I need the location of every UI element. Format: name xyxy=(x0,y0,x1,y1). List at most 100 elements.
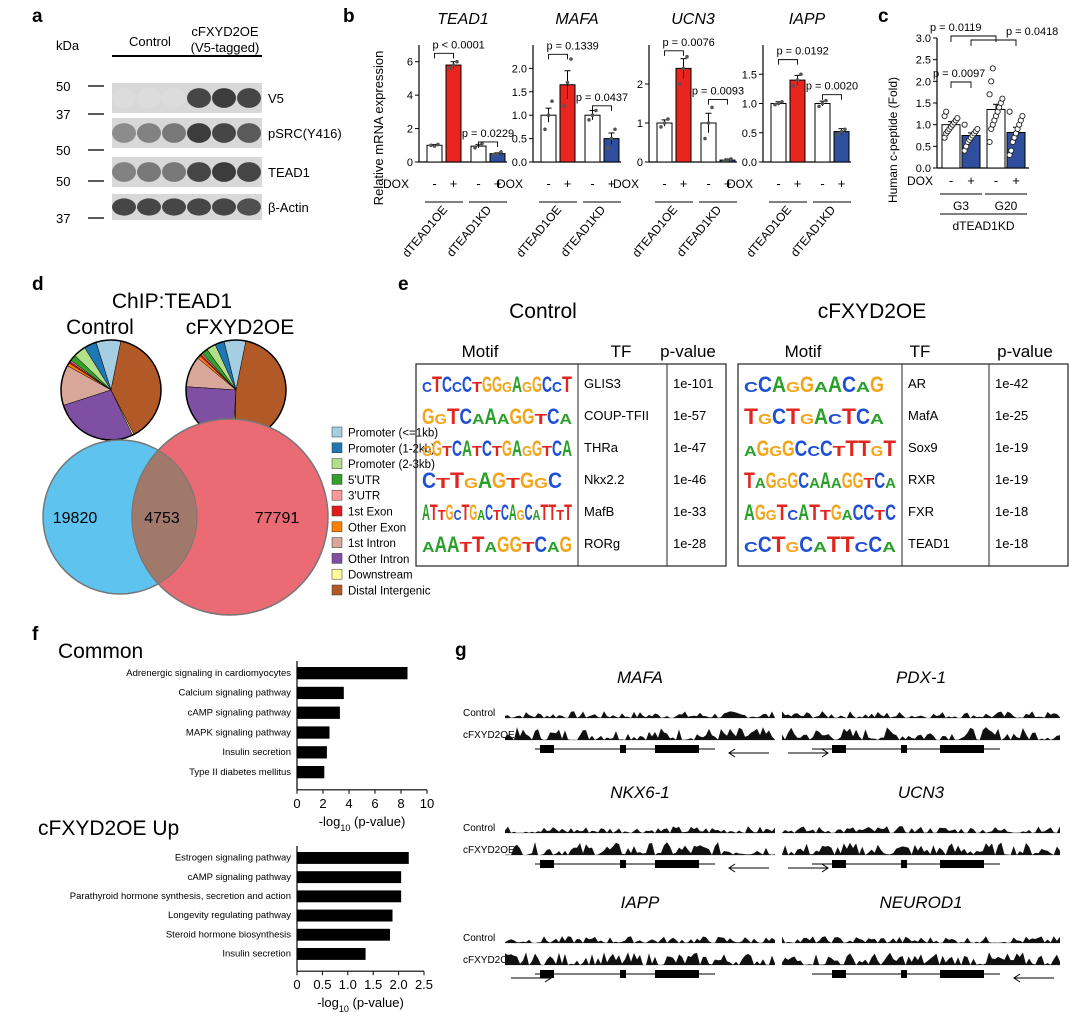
motif-logo-letter: G xyxy=(522,443,532,460)
b-chart-title: MAFA xyxy=(555,11,598,28)
g-exon xyxy=(901,745,907,753)
c-point xyxy=(961,121,968,128)
legend-swatch xyxy=(331,458,343,469)
b-tick-label: 4 xyxy=(407,90,413,102)
motif-logo-letter: G xyxy=(831,500,842,525)
b-point xyxy=(839,129,844,134)
legend-swatch xyxy=(331,474,343,485)
b-bar xyxy=(584,114,601,163)
b-point xyxy=(492,152,496,157)
motif-logo-letter: T xyxy=(842,404,857,429)
motif-logo-letter: T xyxy=(744,404,759,429)
g-coverage-track xyxy=(782,727,1060,740)
motif-logo-letter: T xyxy=(450,468,465,493)
b-point xyxy=(659,125,663,129)
f-tick-label: 0 xyxy=(293,977,300,992)
b-tick-label: 6 xyxy=(407,57,413,69)
motif-logo-letter: A xyxy=(435,532,448,557)
f-xlabel: -log10 (p-value) xyxy=(319,814,406,833)
g-track-label: Control xyxy=(463,823,495,834)
blot-band xyxy=(187,88,211,108)
blot-band xyxy=(237,198,261,216)
motif-logo-letter: T xyxy=(432,372,442,397)
motif-logo-letter: G xyxy=(787,468,798,493)
panel-label-d: d xyxy=(32,274,44,295)
g-strand-arrow xyxy=(728,863,736,873)
motif-logo-letter: A xyxy=(447,532,460,557)
g-coverage-track xyxy=(782,711,1060,718)
motif-logo-letter: G xyxy=(786,379,800,396)
motif-logo-letter: C xyxy=(460,404,473,429)
motif-logo-letter: T xyxy=(535,411,548,428)
b-point xyxy=(776,101,781,106)
motif-logo-letter: G xyxy=(497,532,510,557)
c-dox-sign: + xyxy=(1012,173,1020,188)
b-dox-sign: + xyxy=(450,176,458,191)
g-exon xyxy=(655,745,699,753)
b-point xyxy=(565,80,570,85)
g-gene-title: MAFA xyxy=(617,668,663,687)
motif-logo-letter: A xyxy=(809,475,820,492)
motif-header: Motif xyxy=(785,342,822,361)
g-coverage-track xyxy=(505,842,775,855)
motif-pvalue: 1e-28 xyxy=(673,536,706,551)
motif-title-oe: cFXYD2OE xyxy=(818,300,927,323)
motif-logo-letter: C xyxy=(552,379,562,396)
b-point xyxy=(780,99,784,104)
motif-logo-letter: G xyxy=(758,411,772,428)
tf-name: TEAD1 xyxy=(908,536,950,551)
blot-band xyxy=(162,123,186,143)
motif-pvalue: 1e-19 xyxy=(995,440,1028,455)
motif-logo-letter: T xyxy=(883,436,896,461)
motif-logo-letter: G xyxy=(777,475,788,492)
b-bar xyxy=(814,103,831,163)
motif-logo-letter: A xyxy=(842,507,853,524)
motif-logo-letter: T xyxy=(556,507,564,524)
g-gene-title: IAPP xyxy=(621,893,660,912)
g-track-label: cFXYD2OE xyxy=(463,845,515,856)
motif-logo-letter: A xyxy=(856,379,870,396)
f-bar xyxy=(297,726,330,739)
b-bar xyxy=(770,103,787,163)
g-exon xyxy=(940,745,984,753)
b-group-label: dTEAD1KD xyxy=(444,203,495,260)
motif-logo-letter: C xyxy=(548,468,562,493)
legend-label: Promoter (1-2kb) xyxy=(348,443,435,455)
legend-label: 1st Exon xyxy=(348,507,393,519)
g-exon xyxy=(832,970,846,978)
motif-logo-letter: G xyxy=(422,443,432,460)
b-bar xyxy=(789,79,806,163)
c-dox-sign: - xyxy=(994,173,998,188)
b-point xyxy=(436,142,440,147)
g-coverage-track xyxy=(505,952,775,965)
legend-label: 1st Intron xyxy=(348,538,396,550)
panel-label-a: a xyxy=(32,6,43,27)
motif-logo-letter: C xyxy=(454,507,462,524)
motif-logo-letter: C xyxy=(798,468,809,493)
b-dox-sign: + xyxy=(608,176,616,191)
c-point xyxy=(988,78,995,85)
motif-logo-letter: A xyxy=(772,372,786,397)
motif-logo-letter: C xyxy=(807,443,820,460)
b-group-label: dTEAD1OE xyxy=(513,203,564,260)
venn-diagram: 19820 4753 77791 xyxy=(42,418,329,616)
blot-band xyxy=(237,88,261,108)
b-group-label: dTEAD1OE xyxy=(743,203,794,260)
motif-logo-letter: A xyxy=(814,404,828,429)
b-point xyxy=(725,158,730,162)
f-bar xyxy=(297,852,409,864)
b-dox-sign: + xyxy=(494,176,502,191)
blot-band xyxy=(112,162,136,182)
motif-pvalue: 1e-25 xyxy=(995,408,1028,423)
legend-swatch xyxy=(331,553,343,564)
g-gene-title: UCN3 xyxy=(898,783,945,802)
motif-logo-letter: C xyxy=(758,532,772,557)
venn-count-oe: 77791 xyxy=(255,510,300,527)
b-point xyxy=(843,127,847,132)
motif-logo-letter: A xyxy=(798,500,809,525)
motif-logo-letter: C xyxy=(744,379,758,396)
motif-logo-letter: C xyxy=(787,507,798,524)
motif-logo-letter: A xyxy=(478,468,492,493)
c-pvalue: p = 0.0097 xyxy=(933,68,985,80)
g-gene-title: NEUROD1 xyxy=(879,893,962,912)
